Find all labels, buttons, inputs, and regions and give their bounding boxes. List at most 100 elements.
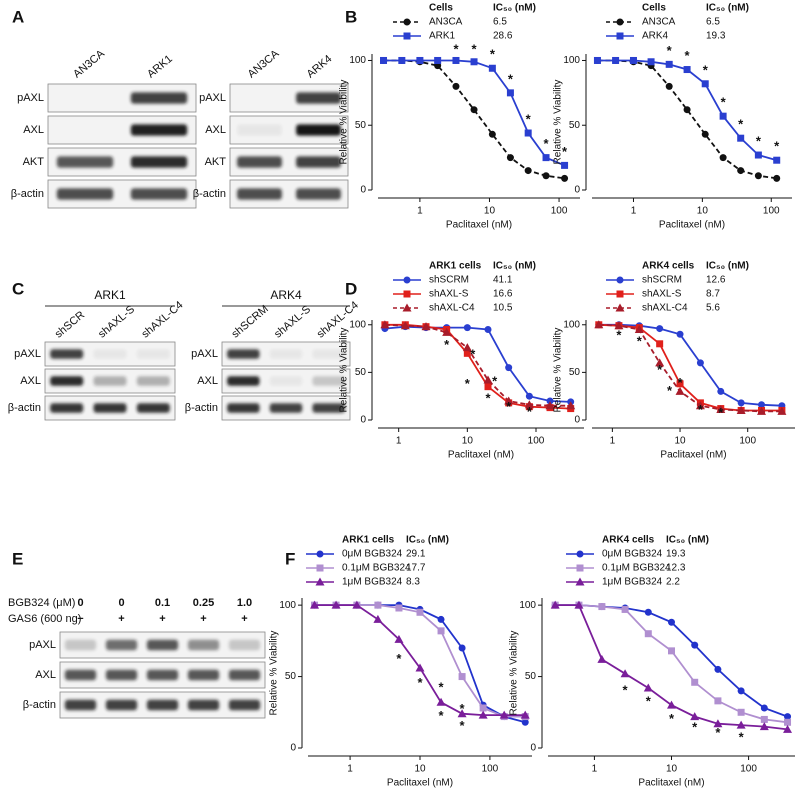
x-tick-label: 10: [666, 764, 678, 775]
significance: *: [667, 43, 673, 58]
marker: [437, 627, 445, 635]
significance: *: [692, 719, 698, 734]
significance: *: [657, 362, 663, 377]
legend-value-title: IC₅₀ (nM): [706, 3, 749, 14]
series-line: [598, 323, 782, 413]
legend-value: 6.5: [493, 17, 507, 28]
significance: *: [562, 144, 568, 159]
band: [228, 639, 261, 651]
band: [56, 156, 114, 168]
marker: [484, 383, 492, 391]
legend-label: shSCRM: [429, 275, 469, 286]
legend-value: 16.6: [493, 289, 513, 300]
significance: *: [703, 62, 709, 77]
marker: [470, 58, 478, 66]
marker: [760, 715, 768, 723]
marker: [416, 608, 424, 616]
lane-label: AN3CA: [71, 47, 107, 80]
marker: [757, 406, 767, 415]
marker: [777, 406, 787, 415]
marker: [696, 359, 704, 367]
row-label: AKT: [23, 156, 45, 168]
y-tick-label: 100: [563, 55, 580, 66]
y-axis-label: Relative % Viability: [553, 328, 564, 413]
lane-label: shAXL-S: [272, 303, 313, 340]
legend-label: shSCRM: [642, 275, 682, 286]
marker: [612, 56, 620, 64]
y-axis-label: Relative % Viability: [269, 631, 280, 716]
marker: [737, 167, 745, 175]
marker: [437, 615, 445, 623]
x-tick-label: 1: [396, 436, 402, 447]
condition-value: +: [159, 613, 165, 625]
panel-label: D: [345, 279, 357, 298]
marker: [620, 669, 630, 678]
marker: [452, 56, 460, 64]
row-label: pAXL: [199, 92, 226, 104]
marker: [656, 340, 664, 348]
marker: [691, 641, 699, 649]
significance: *: [453, 42, 459, 57]
marker: [394, 634, 404, 643]
band: [56, 188, 114, 200]
marker: [754, 151, 762, 159]
marker: [310, 600, 320, 609]
condition-value: +: [118, 613, 124, 625]
band: [50, 349, 84, 359]
marker: [593, 56, 601, 64]
legend-title: ARK4 cells: [642, 261, 695, 272]
band: [187, 699, 220, 711]
legend-value: 17.7: [406, 563, 426, 574]
series-line: [384, 323, 571, 410]
legend-marker: [315, 577, 325, 586]
series-line: [598, 323, 782, 412]
significance: *: [485, 390, 491, 405]
significance: *: [616, 328, 622, 343]
band: [312, 403, 345, 413]
marker: [352, 600, 362, 609]
legend-label: 0μM BGB324: [602, 549, 663, 560]
band: [227, 376, 260, 386]
significance: *: [646, 694, 652, 709]
band: [93, 403, 127, 413]
significance: *: [756, 134, 762, 149]
legend-label: 0μM BGB324: [342, 549, 403, 560]
significance: *: [439, 708, 445, 723]
y-tick-label: 100: [563, 319, 580, 330]
marker: [398, 56, 406, 64]
marker: [690, 712, 700, 721]
band: [64, 699, 97, 711]
band: [146, 639, 179, 651]
row-label: β-actin: [8, 402, 41, 414]
y-axis-label: Relative % Viability: [339, 80, 350, 165]
marker: [457, 709, 467, 718]
legend-marker: [316, 550, 324, 558]
marker: [656, 325, 664, 333]
significance: *: [669, 711, 675, 726]
marker: [665, 60, 673, 68]
condition-label: BGB324 (μM): [8, 597, 75, 609]
marker: [470, 106, 478, 114]
band: [93, 349, 127, 359]
marker: [760, 704, 768, 712]
band: [312, 349, 345, 359]
band: [130, 156, 188, 168]
band: [64, 639, 97, 651]
legend-title: ARK4 cells: [602, 535, 655, 546]
x-tick-label: 100: [482, 764, 499, 775]
condition-value: 0.1: [155, 597, 170, 609]
y-axis-label: Relative % Viability: [509, 631, 520, 716]
legend-title: ARK1 cells: [429, 261, 482, 272]
y-tick-label: 50: [525, 671, 537, 682]
band: [187, 639, 220, 651]
y-tick-label: 0: [360, 185, 366, 196]
marker: [719, 154, 727, 162]
marker: [668, 618, 675, 626]
marker: [594, 320, 604, 329]
x-axis-label: Paclitaxel (nM): [659, 220, 725, 231]
marker: [521, 718, 529, 726]
marker: [737, 687, 745, 695]
significance: *: [715, 725, 721, 740]
band: [237, 188, 282, 200]
legend-value-title: IC₅₀ (nM): [406, 535, 449, 546]
